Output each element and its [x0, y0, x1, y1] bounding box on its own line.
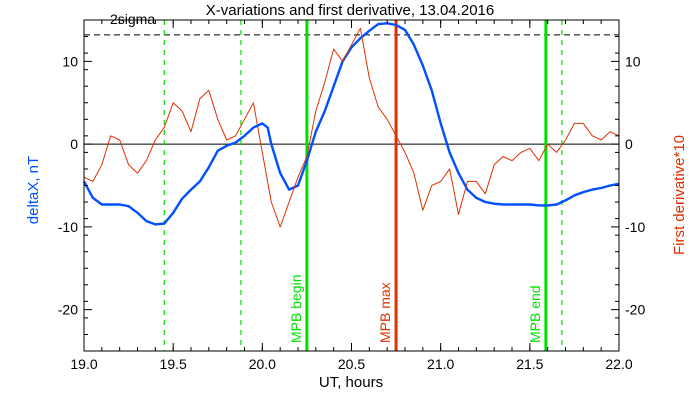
derivative-series-line	[83, 27, 620, 228]
plot-area: MPB begin MPB max MPB end 19.0 19.5 20.0 20.5 2…	[58, 19, 645, 372]
x-tick-label-0: 19.0	[70, 356, 97, 372]
y-axis-left-label: deltaX, nT	[25, 156, 42, 224]
x-tick-label-2: 20.0	[249, 356, 276, 372]
x-axis-label: UT, hours	[319, 374, 383, 391]
y-left-tick-label-2: 0	[70, 136, 78, 152]
marker-label-mpb-max: MPB max	[377, 282, 393, 343]
y-right-tick-label-3: 10	[625, 53, 641, 69]
x-tick-label-3: 20.5	[338, 356, 365, 372]
y-left-tick-label-3: 10	[62, 53, 78, 69]
sigma-label: 2sigma	[110, 11, 155, 27]
deltax-series-line	[82, 22, 620, 226]
y-right-tick-label-2: 0	[625, 136, 633, 152]
y-left-tick-label-0: -20	[58, 302, 78, 318]
y-right-tick-label-1: -10	[625, 219, 645, 235]
marker-label-mpb-end: MPB end	[527, 285, 543, 343]
y-axis-right-label: First derivative*10	[671, 135, 688, 255]
x-tick-label-5: 21.5	[516, 356, 543, 372]
x-tick-label-4: 21.0	[427, 356, 454, 372]
y-left-tick-label-1: -10	[58, 219, 78, 235]
x-tick-label-6: 22.0	[605, 356, 632, 372]
x-tick-label-1: 19.5	[160, 356, 187, 372]
y-right-tick-label-0: -20	[625, 302, 645, 318]
marker-label-mpb-begin: MPB begin	[288, 275, 304, 343]
chart-title: X-variations and first derivative, 13.04…	[206, 2, 495, 19]
